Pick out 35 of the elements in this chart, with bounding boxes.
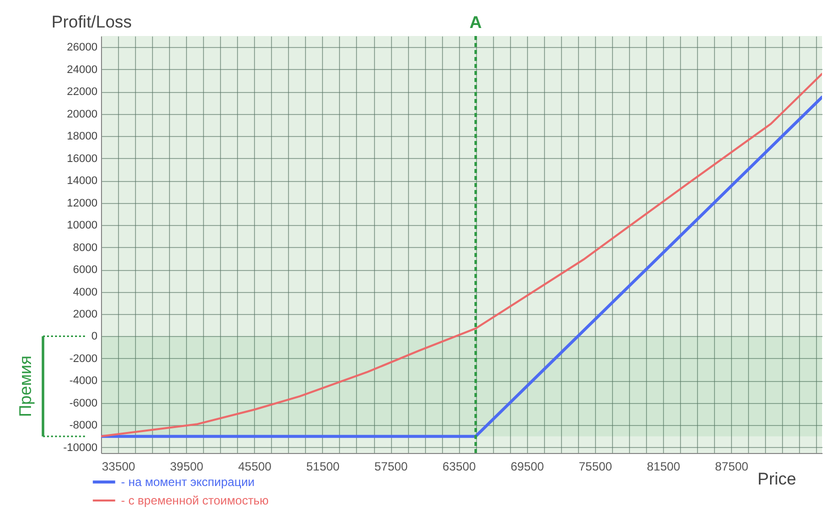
y-tick-label: -8000 bbox=[69, 420, 98, 432]
y-tick-label: 6000 bbox=[73, 264, 98, 276]
y-tick-label: -4000 bbox=[69, 375, 98, 388]
y-tick-label: 18000 bbox=[66, 130, 98, 143]
y-tick-label: 8000 bbox=[73, 242, 98, 254]
band-label: Премия bbox=[16, 356, 35, 418]
x-tick-label: 57500 bbox=[374, 460, 408, 474]
y-tick-label: 26000 bbox=[66, 42, 98, 54]
y-tick-label: -6000 bbox=[69, 397, 98, 410]
x-tick-label: 45500 bbox=[238, 460, 272, 474]
ref-line-label: A bbox=[470, 13, 482, 32]
y-tick-label: 2000 bbox=[73, 308, 98, 320]
x-tick-label: 33500 bbox=[102, 460, 136, 474]
x-tick-label: 81500 bbox=[646, 460, 681, 474]
y-tick-label: 20000 bbox=[66, 108, 98, 120]
x-tick-label: 51500 bbox=[306, 460, 340, 474]
legend-label: - с временной стоимостью bbox=[121, 494, 269, 508]
y-tick-label: -10000 bbox=[63, 442, 98, 454]
y-tick-label: 14000 bbox=[66, 175, 98, 188]
y-tick-label: 16000 bbox=[66, 152, 98, 165]
y-tick-label: -2000 bbox=[69, 352, 98, 365]
legend-label: - на момент экспирации bbox=[121, 475, 255, 489]
y-tick-label: 0 bbox=[91, 330, 98, 343]
x-tick-label: 69500 bbox=[510, 460, 544, 474]
y-tick-label: 4000 bbox=[73, 286, 98, 298]
y-tick-label: 24000 bbox=[66, 64, 98, 76]
y-tick-label: 10000 bbox=[66, 220, 98, 232]
x-tick-label: 87500 bbox=[714, 460, 749, 474]
x-tick-label: 39500 bbox=[170, 460, 204, 474]
x-tick-label: 63500 bbox=[442, 460, 476, 474]
x-axis-title: Price bbox=[758, 470, 796, 488]
y-axis-title: Profit/Loss bbox=[52, 12, 132, 32]
x-tick-label: 75500 bbox=[578, 460, 612, 474]
y-tick-label: 22000 bbox=[66, 86, 98, 98]
y-tick-label: 12000 bbox=[66, 197, 98, 210]
